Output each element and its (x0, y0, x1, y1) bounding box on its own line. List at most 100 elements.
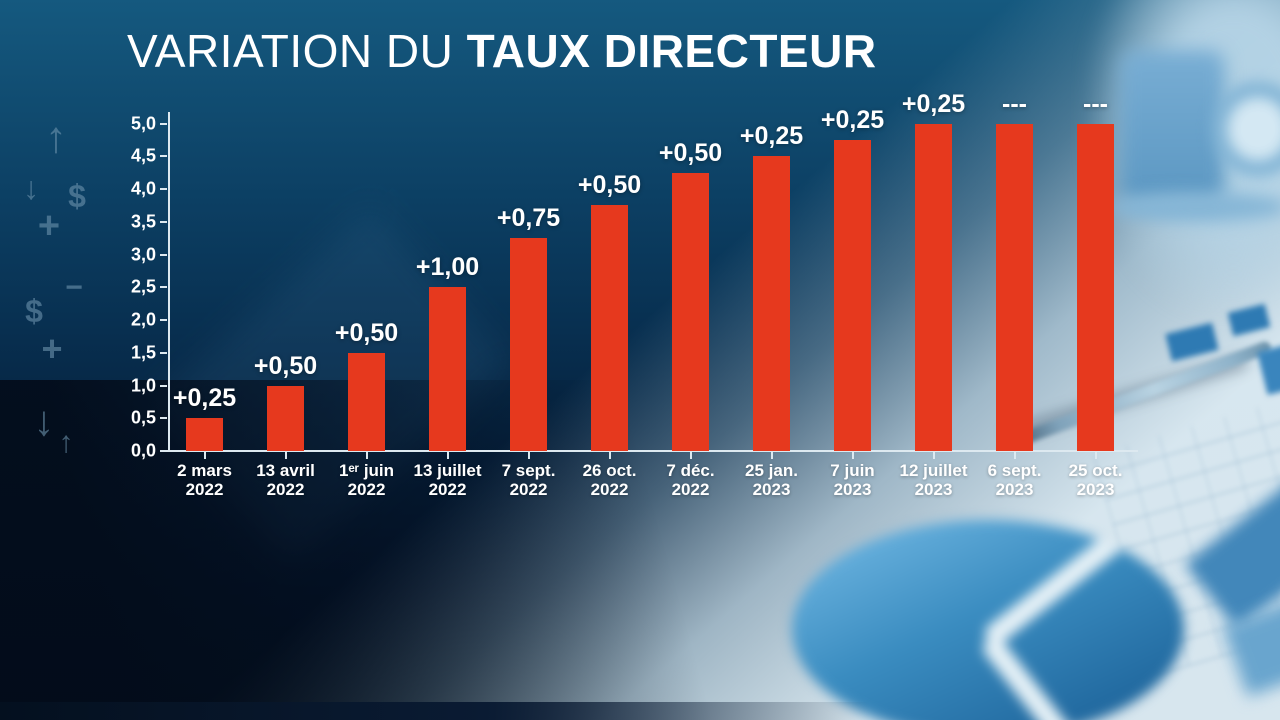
x-date-line: 7 juin (830, 461, 875, 480)
x-date-line: 26 oct. (582, 461, 637, 480)
bar-value-label: +1,00 (415, 253, 480, 282)
bar (915, 123, 952, 451)
x-date-label: 13 juillet 2022 (413, 461, 481, 499)
x-tick-mark (851, 452, 854, 459)
y-tick-mark (160, 319, 167, 322)
x-date-label: 25 jan. 2023 (745, 461, 798, 499)
x-date-line: 2022 (428, 480, 467, 499)
title-bold: TAUX DIRECTEUR (466, 25, 877, 77)
y-tick-mark (160, 417, 167, 420)
x-tick-mark (446, 452, 449, 459)
bar (834, 139, 871, 451)
page-title: VARIATION DU TAUX DIRECTEUR (127, 24, 877, 78)
saucer-icon (1108, 192, 1280, 222)
y-tick-label: 4,0 (130, 178, 156, 199)
x-tick-mark (365, 452, 368, 459)
bar-value-label: +0,50 (334, 318, 399, 347)
x-date-line: 12 juillet (899, 461, 968, 480)
x-date-line: 2022 (266, 480, 305, 499)
bar (429, 287, 466, 451)
y-tick-mark (160, 220, 167, 223)
plus-icon: + (41, 328, 63, 369)
x-tick-mark (770, 452, 773, 459)
x-date-label: 7 déc. 2022 (666, 461, 714, 499)
x-tick-mark (1094, 452, 1097, 459)
x-date-line: 2023 (995, 480, 1034, 499)
x-axis-line (165, 450, 1138, 452)
y-axis-line (168, 112, 170, 452)
title-regular: VARIATION DU (127, 25, 467, 77)
x-date-line: 25 oct. (1068, 461, 1123, 480)
y-tick-mark (160, 188, 167, 191)
x-date-line: 2022 (590, 480, 629, 499)
x-date-line: 2022 (185, 480, 224, 499)
bar-value-label: +0,25 (739, 122, 804, 151)
x-tick-mark (203, 452, 206, 459)
y-tick-mark (160, 384, 167, 387)
bar-value-label: --- (1083, 89, 1108, 118)
x-date-label: 26 oct. 2022 (583, 461, 637, 499)
bar (186, 418, 223, 451)
x-date-line: 13 avril (256, 461, 315, 480)
bar (1077, 123, 1114, 451)
bar (996, 123, 1033, 451)
plus-icon: + (37, 205, 61, 247)
bar (510, 238, 547, 451)
down-arrow-icon: ↓ (33, 397, 55, 444)
bar-value-label: +0,25 (172, 384, 237, 413)
bar (267, 385, 304, 451)
dollar-icon: $ (68, 178, 86, 214)
up-arrow-icon: ↑ (45, 113, 67, 162)
dollar-icon: $ (25, 293, 43, 329)
bar (348, 352, 385, 451)
x-date-line: 13 juillet (413, 461, 482, 480)
down-arrow-icon: ↓ (23, 170, 39, 206)
x-date-label: 6 sept. 2023 (988, 461, 1042, 499)
x-date-line: 2023 (833, 480, 872, 499)
bar-value-label: +0,50 (253, 351, 318, 380)
y-tick-label: 2,5 (130, 276, 156, 297)
x-date-line: 1ᵉʳ juin (338, 461, 395, 480)
x-date-line: 2023 (914, 480, 953, 499)
bar (591, 205, 628, 451)
x-date-line: 7 sept. (501, 461, 556, 480)
x-date-line: 6 sept. (987, 461, 1042, 480)
y-tick-mark (160, 351, 167, 354)
y-tick-label: 0,5 (130, 407, 156, 428)
y-tick-mark (160, 122, 167, 125)
x-date-line: 25 jan. (745, 461, 798, 480)
x-date-label: 7 juin 2023 (830, 461, 874, 499)
x-date-label: 7 sept. 2022 (502, 461, 556, 499)
plot-area: +0,25 +0,50 +0,50 +1,00 +0,75 +0,50 +0,50 +0,25… (169, 90, 1138, 451)
x-date-label: 25 oct. 2023 (1069, 461, 1123, 499)
y-tick-mark (160, 155, 167, 158)
bar-value-label: +0,50 (658, 138, 723, 167)
bar-value-label: +0,25 (820, 105, 885, 134)
x-tick-mark (284, 452, 287, 459)
bar-value-label: --- (1002, 89, 1027, 118)
coffee-cup-icon (1120, 50, 1225, 205)
y-tick-mark (160, 286, 167, 289)
x-date-label: 2 mars 2022 (177, 461, 232, 499)
y-tick-label: 5,0 (130, 113, 156, 134)
bar-value-label: +0,75 (496, 204, 561, 233)
x-date-line: 2022 (671, 480, 710, 499)
up-arrow-icon: ↑ (58, 426, 74, 459)
x-tick-mark (608, 452, 611, 459)
x-tick-mark (689, 452, 692, 459)
x-date-label: 1ᵉʳ juin 2022 (339, 461, 394, 499)
bar-value-label: +0,25 (901, 89, 966, 118)
x-date-line: 2023 (1076, 480, 1115, 499)
y-tick-label: 1,5 (130, 342, 156, 363)
y-tick-mark (160, 253, 167, 256)
cup-handle-icon (1212, 82, 1280, 176)
x-tick-mark (932, 452, 935, 459)
x-date-line: 2022 (347, 480, 386, 499)
x-date-line: 7 déc. (666, 461, 715, 480)
y-tick-label: 2,0 (130, 309, 156, 330)
y-tick-label: 1,0 (130, 375, 156, 395)
y-tick-label: 3,0 (130, 244, 156, 265)
bar (753, 156, 790, 451)
x-date-line: 2022 (509, 480, 548, 499)
